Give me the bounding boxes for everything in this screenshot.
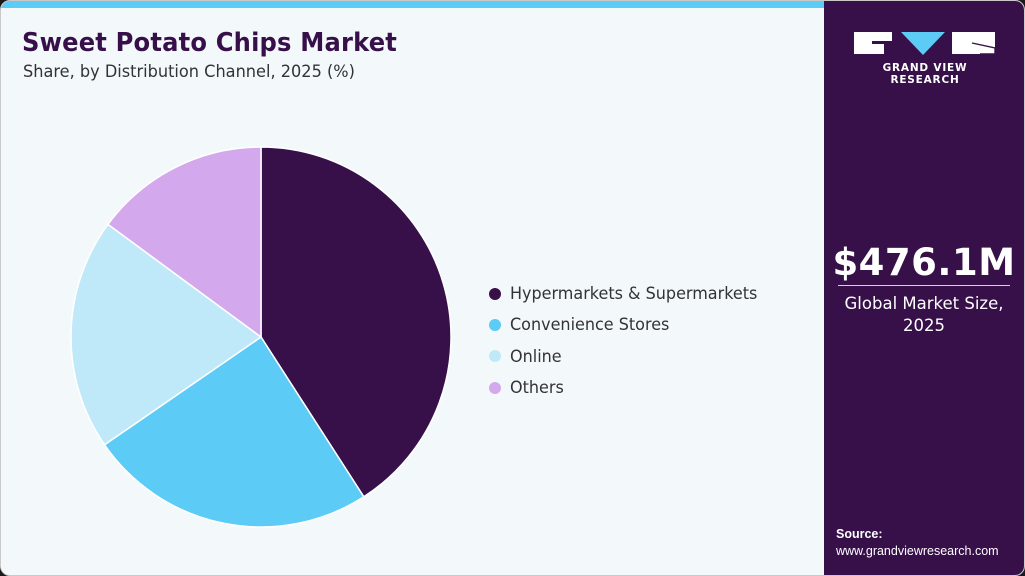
source-link[interactable]: www.grandviewresearch.com (836, 544, 999, 558)
brand-name: GRAND VIEW RESEARCH (882, 62, 968, 86)
market-size-value: $476.1M (832, 241, 1016, 284)
brand-logo: GRAND VIEW RESEARCH (854, 29, 996, 86)
pie-slice-others (106, 146, 262, 339)
chart-subtitle: Share, by Distribution Channel, 2025 (%) (23, 62, 355, 82)
legend-item: Online (489, 341, 765, 372)
legend-item: Hypermarkets & Supermarkets (489, 278, 765, 309)
source-heading: Source: (836, 527, 883, 541)
legend-label: Others (510, 378, 564, 398)
legend-swatch-icon (489, 381, 501, 394)
pie-slice-hypermarkets-supermarkets (260, 146, 452, 498)
divider (838, 285, 1010, 286)
legend-item: Convenience Stores (489, 309, 765, 340)
sidebar-panel: GRAND VIEW RESEARCH $476.1M Global Marke… (824, 1, 1024, 575)
legend-label: Hypermarkets & Supermarkets (510, 284, 758, 304)
top-accent-bar (1, 1, 824, 8)
legend-label: Convenience Stores (510, 315, 670, 335)
legend-label: Online (510, 346, 562, 366)
gvr-logo-icon (854, 32, 996, 55)
legend-swatch-icon (489, 287, 501, 300)
market-size-label: Global Market Size, 2025 (844, 294, 1004, 335)
pie-chart (70, 146, 452, 528)
legend-swatch-icon (489, 318, 501, 331)
chart-panel: Sweet Potato Chips Market Share, by Dist… (1, 8, 824, 575)
chart-title: Sweet Potato Chips Market (22, 28, 398, 58)
pie-slice-convenience-stores (103, 335, 365, 528)
legend-item: Others (489, 372, 765, 403)
chart-legend: Hypermarkets & Supermarkets Convenience S… (489, 278, 765, 403)
pie-slice-online (70, 223, 263, 446)
legend-swatch-icon (489, 350, 501, 363)
